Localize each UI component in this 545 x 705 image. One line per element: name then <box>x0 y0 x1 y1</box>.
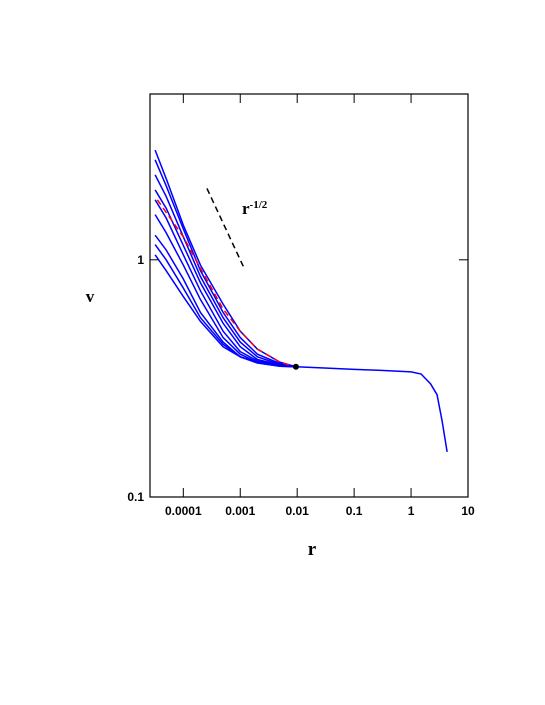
y-tick-label: 0.1 <box>127 490 144 504</box>
plot-frame <box>149 93 469 498</box>
series-line <box>295 366 448 452</box>
y-axis-label: v <box>86 287 95 306</box>
x-tick-label: 10 <box>461 504 475 518</box>
series-line <box>154 149 297 368</box>
series-line <box>154 199 296 368</box>
x-axis-label: r <box>308 539 317 560</box>
x-tick-label: 1 <box>408 504 415 518</box>
series-line <box>154 244 296 368</box>
annotation-base: r <box>242 199 250 218</box>
x-tick-label: 0.001 <box>225 504 255 518</box>
annotation: r-1/2 <box>242 199 268 218</box>
x-tick-label: 0.0001 <box>165 504 202 518</box>
series-line <box>156 199 297 368</box>
x-tick-label: 0.1 <box>346 504 363 518</box>
y-tick-label: 1 <box>137 253 144 267</box>
series-line <box>154 159 297 368</box>
series-line <box>154 254 297 368</box>
series-line <box>206 188 246 270</box>
x-tick-label: 0.01 <box>286 504 310 518</box>
point <box>292 363 299 370</box>
series-line <box>154 174 297 368</box>
annotation-exponent: -1/2 <box>250 199 268 211</box>
